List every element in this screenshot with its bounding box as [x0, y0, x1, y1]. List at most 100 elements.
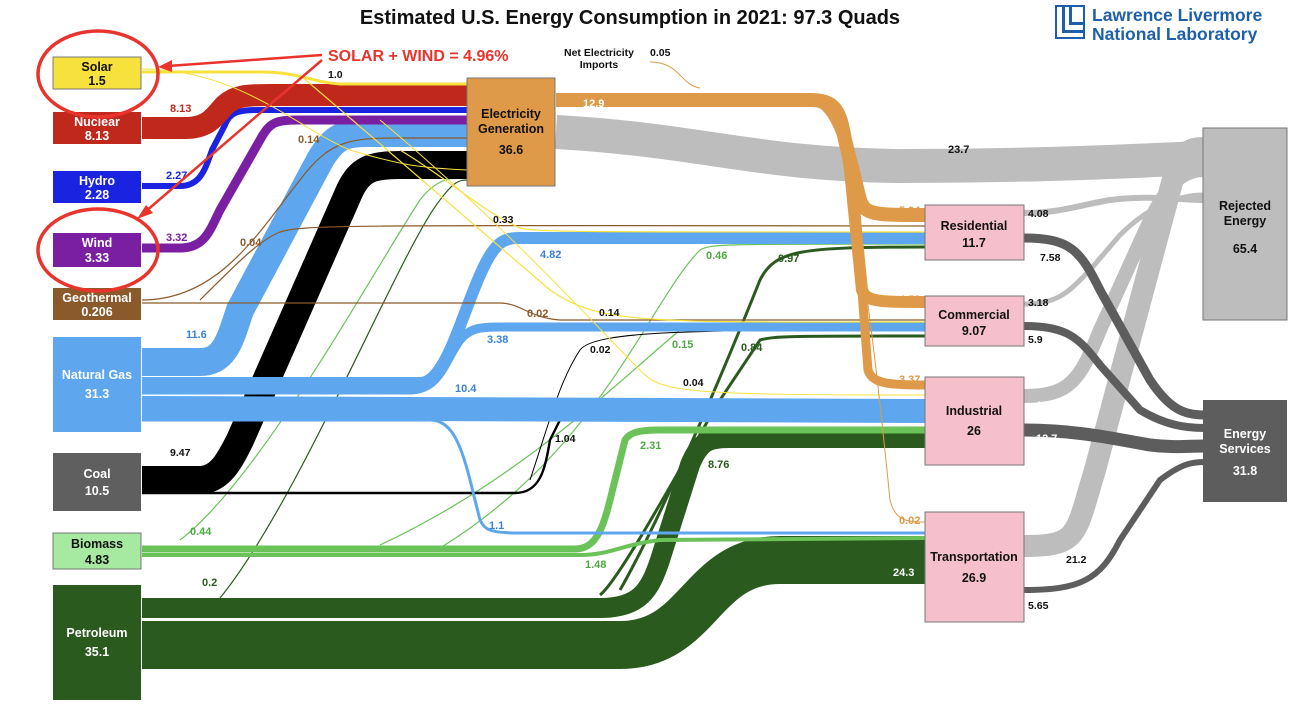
arrow-to-solar-head	[158, 60, 172, 72]
source-value-nuclear: 8.13	[85, 129, 109, 143]
label-coal-com: 0.02	[590, 344, 611, 356]
arrow-to-solar	[167, 53, 323, 68]
source-box-coal	[53, 453, 141, 511]
label-gas-elec: 11.6	[186, 329, 207, 341]
flow-geothermal-residential	[199, 224, 926, 301]
label-elec-out: 12.9	[583, 98, 604, 110]
source-name-biomass: Biomass	[71, 537, 123, 551]
hub-residential-value: 11.7	[962, 236, 986, 250]
label-pet-res: 0.97	[778, 253, 799, 265]
label-geo-res: 0.04	[240, 237, 262, 249]
label-solar-res: 0.33	[493, 214, 514, 226]
flow-petroleum-residential	[618, 245, 926, 591]
flow-gas-industrial	[141, 396, 926, 423]
label-bio-trans: 1.48	[585, 559, 606, 571]
flow-labels: 1.0 8.13 2.27 3.32 0.14 0.04 0.02 11.6 4…	[166, 69, 1087, 612]
source-name-gas: Natural Gas	[62, 368, 132, 382]
label-elec-trans: 0.02	[899, 515, 920, 527]
source-box-petroleum	[53, 585, 141, 700]
flow-hydro-electricity	[142, 107, 468, 189]
hub-services-value: 31.8	[1233, 464, 1257, 478]
label-pet-trans: 24.3	[893, 567, 914, 579]
source-name-petroleum: Petroleum	[66, 626, 127, 640]
flow-biomass-industrial	[142, 426, 925, 553]
logo-line2: National Laboratory	[1092, 24, 1258, 44]
flow-petroleum-electricity	[219, 179, 469, 599]
label-ind-rej: 13.2	[1036, 400, 1057, 412]
label-bio-res: 0.46	[706, 250, 727, 262]
hub-rejected-value: 65.4	[1233, 242, 1257, 256]
hub-electricity-line2: Generation	[478, 122, 544, 136]
source-name-geothermal: Geothermal	[62, 291, 131, 305]
label-coal-elec: 9.47	[170, 447, 191, 459]
hub-commercial	[924, 295, 1025, 347]
source-box-gas	[53, 337, 141, 432]
flow-wind-electricity	[142, 115, 468, 253]
flow-industrial-services	[1023, 423, 1205, 454]
imports-line2: Imports	[580, 59, 619, 71]
label-trans-rej: 21.2	[1066, 554, 1087, 566]
hub-services-line2: Services	[1219, 442, 1270, 456]
hub-electricity-line1: Electricity	[481, 107, 541, 121]
label-bio-elec: 0.44	[190, 526, 212, 538]
label-bio-com: 0.15	[672, 339, 693, 351]
flow-residential-services	[1023, 233, 1205, 420]
label-gas-com: 3.38	[487, 334, 508, 346]
hub-transportation	[924, 511, 1025, 623]
flow-electricity-industrial	[556, 95, 926, 390]
source-value-solar: 1.5	[88, 74, 105, 88]
flow-solar-residential	[399, 149, 926, 233]
hub-rejected-line1: Rejected	[1219, 199, 1271, 213]
label-trans-svc: 5.65	[1028, 600, 1049, 612]
flow-nuclear-electricity	[142, 84, 468, 139]
end-use-flows	[555, 115, 1205, 593]
solar-wind-annotation: SOLAR + WIND = 4.96%	[36, 29, 509, 293]
flow-geothermal-electricity	[141, 137, 468, 301]
label-hydro-elec: 2.27	[166, 170, 187, 182]
solar-highlight-circle	[36, 29, 160, 119]
label-solar-ind: 0.04	[683, 377, 704, 389]
source-value-hydro: 2.28	[85, 188, 109, 202]
flow-biomass-electricity	[179, 176, 469, 541]
flow-solar-industrial	[379, 119, 926, 396]
hub-services-line1: Energy	[1224, 427, 1266, 441]
label-nuclear-elec: 8.13	[170, 103, 191, 115]
flow-electricity-transportation	[829, 109, 926, 523]
flow-gas-residential	[142, 232, 925, 389]
flow-residential-rejected	[1023, 194, 1205, 216]
source-name-coal: Coal	[83, 467, 110, 481]
label-elec-com: 4.52	[899, 294, 920, 306]
label-gas-ind: 10.4	[455, 383, 477, 395]
label-pet-com: 0.84	[741, 342, 763, 354]
hub-industrial-value: 26	[967, 424, 981, 438]
hub-commercial-value: 9.07	[962, 324, 986, 338]
label-geo-com: 0.02	[527, 308, 548, 320]
hub-transportation-value: 26.9	[962, 571, 986, 585]
label-ind-svc: 12.7	[1036, 433, 1057, 445]
flow-coal-electricity	[142, 151, 468, 494]
label-com-rej: 3.18	[1028, 297, 1049, 309]
label-elec-res: 5.04	[899, 205, 921, 217]
source-flows	[141, 61, 926, 669]
imports-value: 0.05	[650, 47, 671, 59]
flow-geothermal-commercial	[142, 302, 925, 321]
flow-electricity-rejected	[555, 115, 1205, 184]
source-value-biomass: 4.83	[85, 553, 109, 567]
hub-boxes: Electricity Generation 36.6 Residential …	[466, 77, 1288, 623]
source-value-geothermal: 0.206	[81, 305, 112, 319]
hub-electricity-generation	[466, 77, 556, 187]
imports-line1: Net Electricity	[564, 47, 634, 59]
label-wind-elec: 3.32	[166, 232, 187, 244]
flow-petroleum-transportation	[142, 536, 925, 669]
label-solar-elec: 1.0	[328, 69, 343, 81]
flow-petroleum-industrial	[142, 428, 925, 618]
label-solar-com: 0.14	[599, 307, 620, 319]
arrow-to-wind	[144, 59, 323, 213]
flow-transportation-services	[1023, 459, 1205, 593]
flow-net-imports	[649, 61, 701, 89]
annotation-text: SOLAR + WIND = 4.96%	[328, 48, 509, 65]
source-box-hydro	[53, 171, 141, 203]
wind-highlight-circle	[36, 207, 160, 293]
